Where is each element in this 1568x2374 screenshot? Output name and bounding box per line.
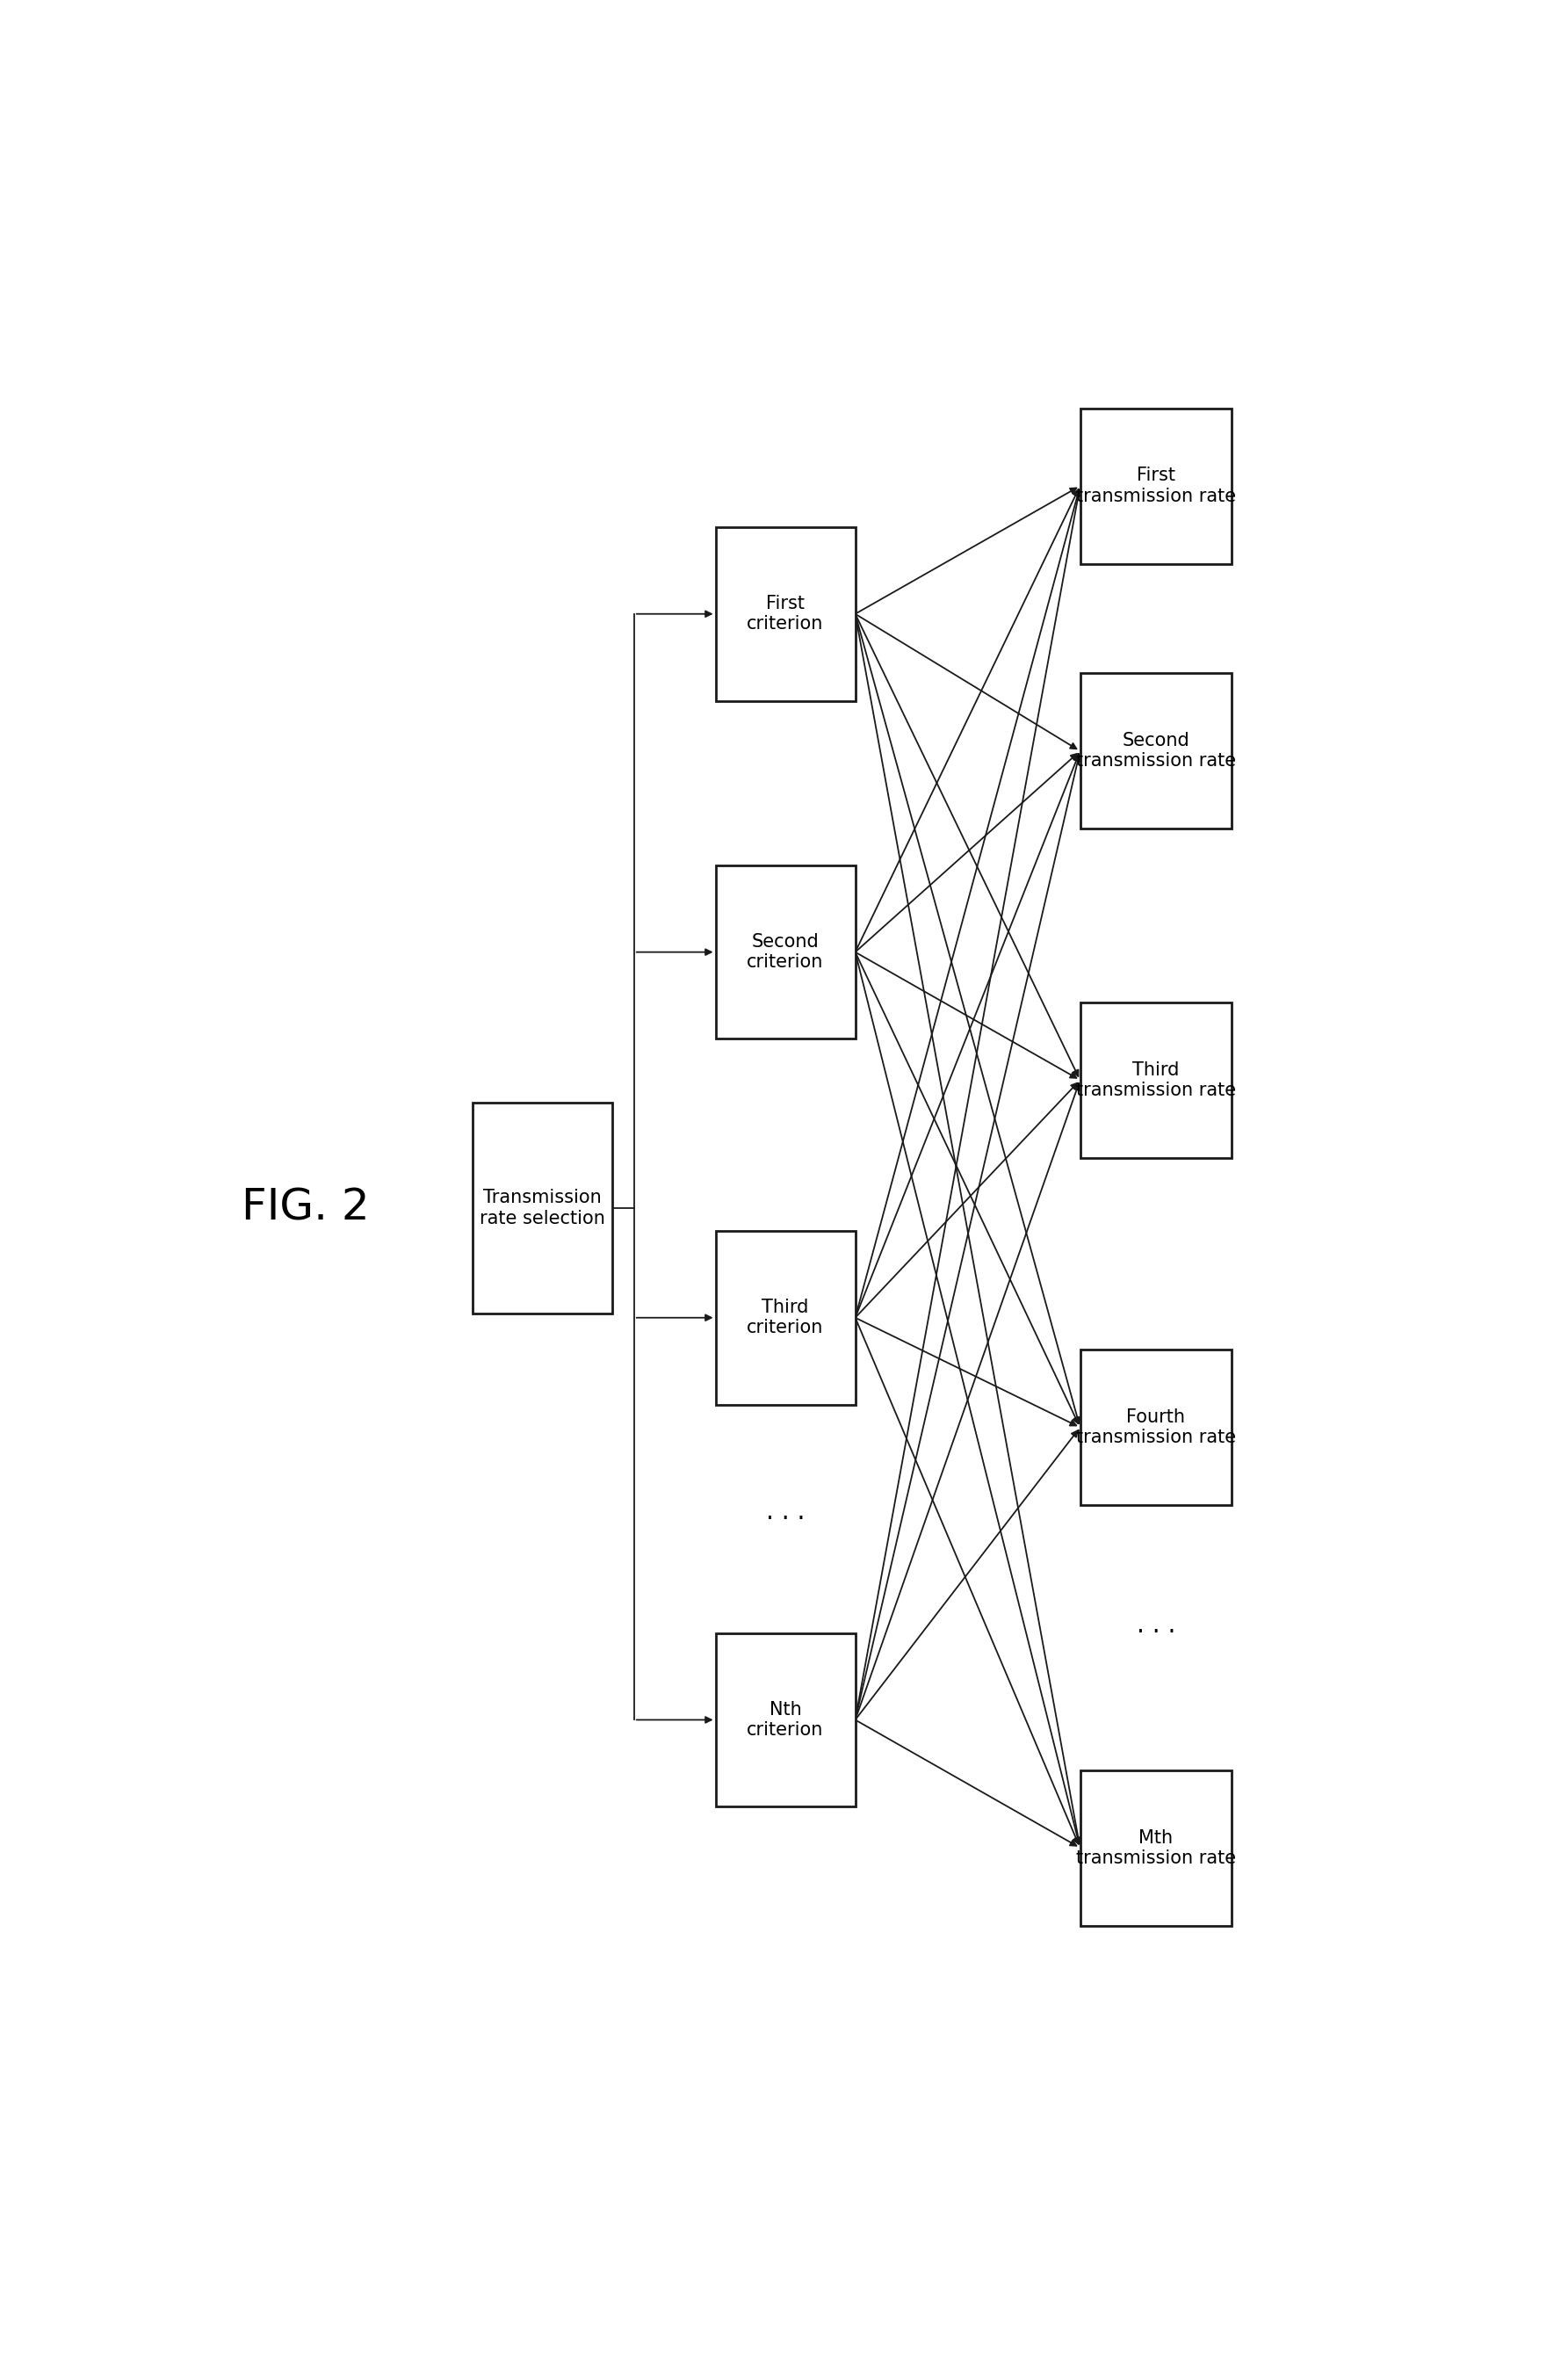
FancyBboxPatch shape: [715, 864, 855, 1040]
FancyBboxPatch shape: [715, 1633, 855, 1807]
Text: First
criterion: First criterion: [746, 596, 823, 634]
Text: · · ·: · · ·: [765, 1507, 804, 1531]
Text: Third
transmission rate: Third transmission rate: [1076, 1061, 1236, 1099]
FancyBboxPatch shape: [472, 1104, 612, 1313]
FancyBboxPatch shape: [1080, 1351, 1232, 1505]
Text: Mth
transmission rate: Mth transmission rate: [1076, 1828, 1236, 1866]
Text: Second
transmission rate: Second transmission rate: [1076, 731, 1236, 769]
FancyBboxPatch shape: [715, 1230, 855, 1405]
Text: Third
criterion: Third criterion: [746, 1299, 823, 1337]
Text: Nth
criterion: Nth criterion: [746, 1700, 823, 1738]
Text: Transmission
rate selection: Transmission rate selection: [480, 1189, 605, 1227]
FancyBboxPatch shape: [1080, 408, 1232, 563]
FancyBboxPatch shape: [1080, 674, 1232, 829]
Text: FIG. 2: FIG. 2: [241, 1187, 370, 1230]
Text: First
transmission rate: First transmission rate: [1076, 468, 1236, 506]
FancyBboxPatch shape: [1080, 1002, 1232, 1159]
Text: · · ·: · · ·: [1137, 1619, 1176, 1645]
FancyBboxPatch shape: [715, 527, 855, 700]
Text: Second
criterion: Second criterion: [746, 933, 823, 971]
Text: Fourth
transmission rate: Fourth transmission rate: [1076, 1408, 1236, 1446]
FancyBboxPatch shape: [1080, 1771, 1232, 1925]
